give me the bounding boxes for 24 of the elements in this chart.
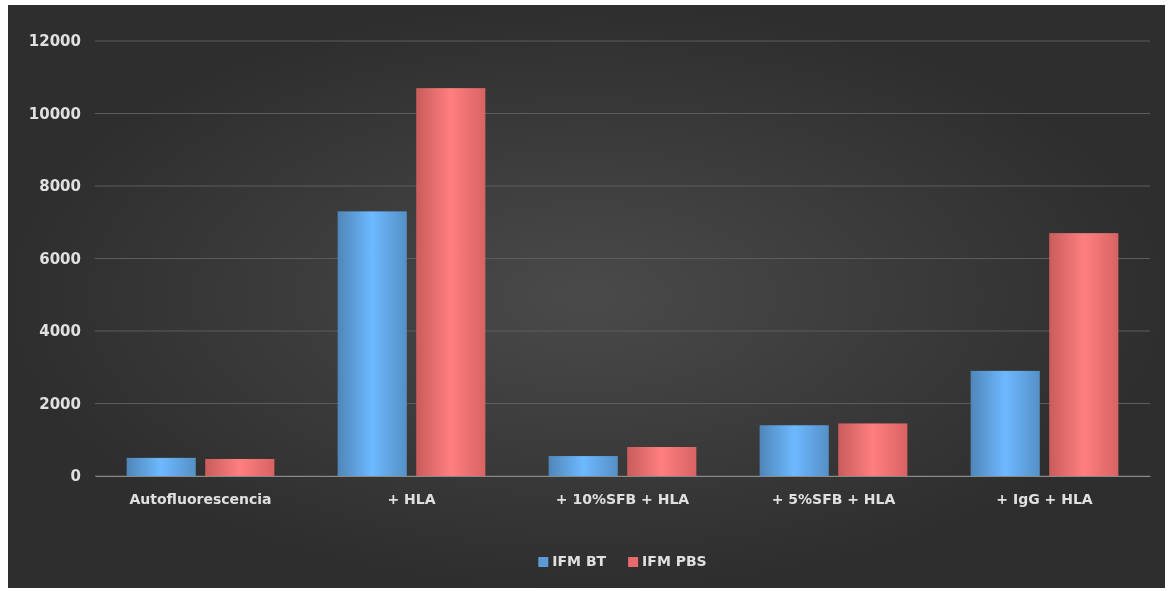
x-tick-label: + IgG + HLA [996, 490, 1093, 507]
legend-label: IFM BT [552, 553, 607, 569]
bar [416, 88, 486, 476]
y-tick-label: 8000 [39, 177, 81, 196]
bar [337, 211, 407, 476]
bar [205, 458, 275, 476]
x-tick-label: + 10%SFB + HLA [555, 490, 690, 507]
y-tick-label: 2000 [39, 394, 81, 413]
legend-label: IFM PBS [642, 553, 707, 569]
bar [126, 457, 196, 476]
y-tick-label: 6000 [39, 249, 81, 268]
bar [759, 425, 829, 476]
y-tick-label: 0 [70, 467, 81, 486]
y-tick-label: 4000 [39, 322, 81, 341]
bar [627, 447, 697, 476]
bar [838, 423, 908, 476]
bar [970, 370, 1040, 476]
x-tick-label: + HLA [387, 490, 436, 507]
x-tick-label: Autofluorescencia [129, 490, 272, 507]
y-tick-label: 10000 [28, 104, 81, 123]
bar [1049, 233, 1119, 476]
bar [548, 456, 618, 476]
x-tick-label: + 5%SFB + HLA [771, 490, 896, 507]
y-tick-label: 12000 [28, 32, 81, 51]
